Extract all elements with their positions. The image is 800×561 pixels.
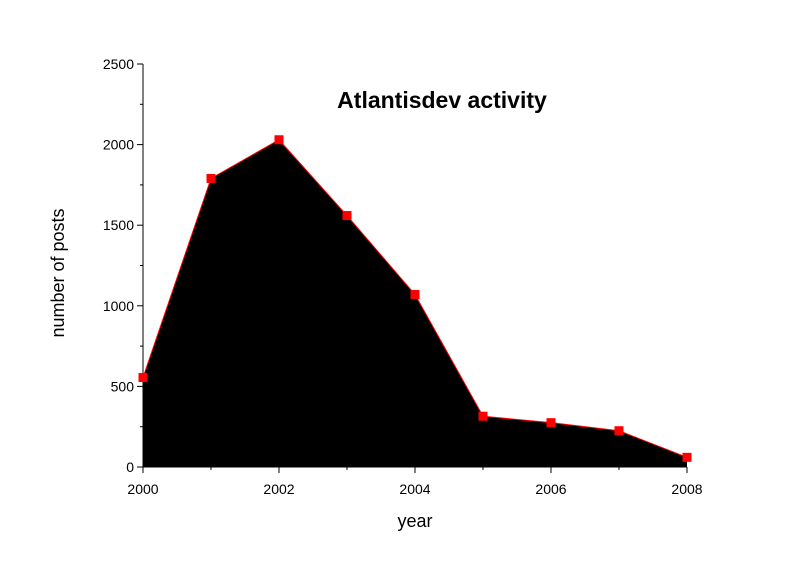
x-tick-label: 2000	[127, 481, 158, 497]
y-tick-label: 1500	[103, 217, 134, 233]
y-tick-label: 2500	[103, 56, 134, 72]
data-point-marker	[546, 418, 556, 428]
x-axis-title: year	[397, 511, 432, 531]
chart-title: Atlantisdev activity	[337, 87, 547, 113]
y-tick-label: 1000	[103, 298, 134, 314]
x-tick-label: 2002	[263, 481, 294, 497]
axes: 0 500 1000 1500 2000 2500 2000 2002 2004 2006 2008	[103, 56, 703, 497]
data-point-marker	[682, 452, 692, 462]
data-point-marker	[614, 426, 624, 436]
area-fill	[143, 139, 687, 467]
data-point-marker	[206, 173, 216, 183]
data-point-marker	[342, 211, 352, 221]
data-point-marker	[478, 411, 488, 421]
y-tick-label: 0	[126, 459, 134, 475]
y-tick-label: 500	[111, 378, 135, 394]
data-markers	[138, 135, 692, 462]
y-axis-title: number of posts	[48, 208, 68, 337]
data-point-marker	[410, 290, 420, 300]
x-tick-label: 2008	[671, 481, 702, 497]
x-tick-label: 2004	[399, 481, 430, 497]
data-point-marker	[138, 373, 148, 383]
plot-area	[142, 139, 688, 467]
x-tick-label: 2006	[535, 481, 566, 497]
y-tick-label: 2000	[103, 137, 134, 153]
data-point-marker	[274, 135, 284, 145]
